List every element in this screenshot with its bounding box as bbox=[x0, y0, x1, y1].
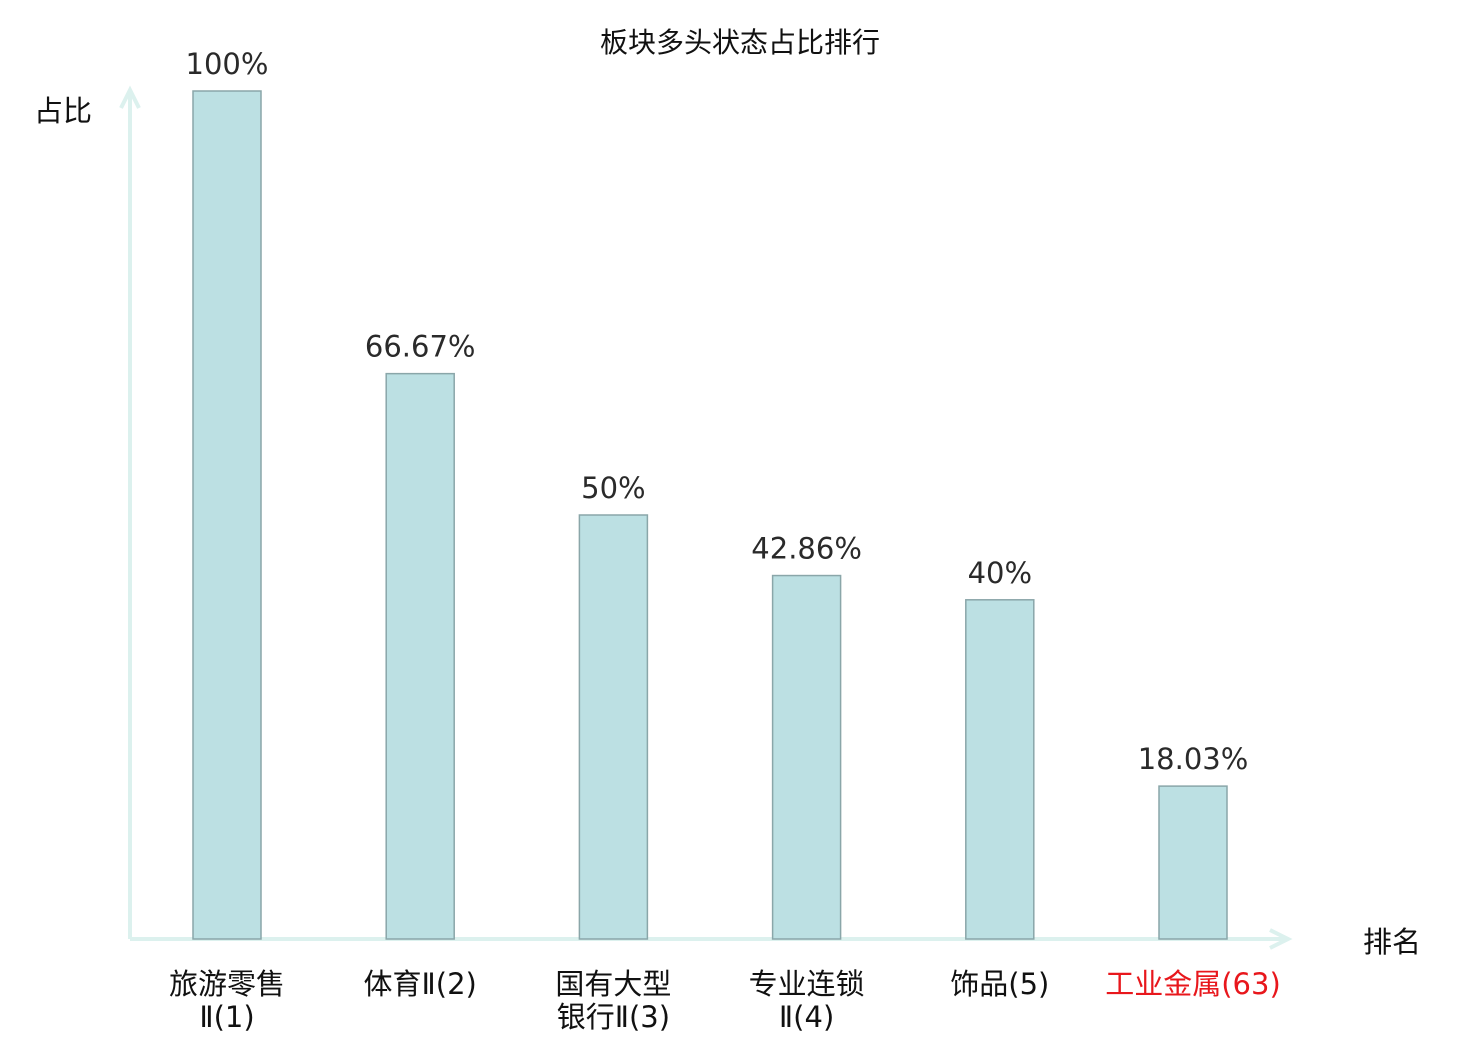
y-axis-label: 占比 bbox=[34, 94, 92, 128]
bar bbox=[385, 372, 455, 940]
bar-value-label: 40% bbox=[968, 556, 1032, 590]
y-axis-arrow-icon bbox=[119, 85, 141, 109]
chart-title: 板块多头状态占比排行 bbox=[600, 26, 880, 59]
bar bbox=[1158, 785, 1228, 940]
bar bbox=[771, 574, 842, 940]
bar-value-label: 42.86% bbox=[751, 532, 862, 566]
bar-value-label: 18.03% bbox=[1138, 742, 1249, 776]
axes bbox=[119, 85, 1293, 950]
bar bbox=[965, 599, 1035, 940]
x-axis-arrow-icon bbox=[1269, 928, 1293, 950]
x-tick-label: 体育Ⅱ(2) bbox=[364, 967, 477, 1001]
x-tick-label: 工业金属(63) bbox=[1105, 967, 1281, 1001]
x-tick-label: 饰品(5) bbox=[950, 967, 1049, 1001]
x-axis-label: 排名 bbox=[1363, 925, 1421, 959]
x-tick-label: Ⅱ(1) bbox=[199, 1000, 254, 1034]
x-tick-label: 旅游零售 bbox=[169, 967, 285, 1001]
bar bbox=[578, 514, 649, 940]
bar-value-label: 100% bbox=[186, 47, 269, 81]
bar bbox=[192, 90, 262, 940]
bar-value-label: 66.67% bbox=[365, 330, 476, 364]
x-tick-label: 银行Ⅱ(3) bbox=[557, 1000, 670, 1034]
x-tick-label: 专业连锁 bbox=[749, 967, 865, 1001]
x-tick-label: 国有大型 bbox=[555, 967, 671, 1001]
bar-value-label: 50% bbox=[581, 471, 645, 505]
x-tick-label: Ⅱ(4) bbox=[779, 1000, 834, 1034]
